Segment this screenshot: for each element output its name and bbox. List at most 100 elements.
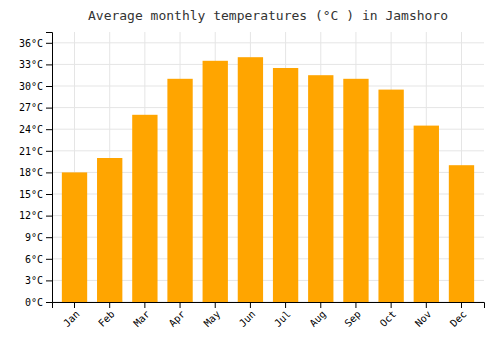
y-tick-label: 3°C <box>25 275 43 286</box>
bar <box>273 68 298 302</box>
y-tick-mark <box>46 64 52 65</box>
y-tick-label: 9°C <box>25 232 43 243</box>
y-tick-label: 12°C <box>19 210 43 221</box>
y-tick-mark <box>46 129 52 130</box>
x-tick-label: Aug <box>307 308 328 329</box>
x-tick-mark <box>355 302 356 308</box>
y-tick-mark <box>46 280 52 281</box>
x-tick-label: Jan <box>61 308 82 329</box>
x-axis: Jan Feb Mar Apr May Jun Jul Aug Sep Oct Nov Dec <box>53 302 485 329</box>
x-tick-label: May <box>202 308 223 329</box>
bar <box>97 158 122 302</box>
y-tick-label: 24°C <box>19 124 43 135</box>
x-tick-mark <box>461 302 462 308</box>
bar <box>62 172 87 302</box>
x-tick-label: Feb <box>96 308 117 329</box>
y-tick: 24°C <box>19 124 52 135</box>
y-tick: 6°C <box>25 254 52 265</box>
x-axis-line <box>53 303 485 309</box>
y-tick-mark <box>46 108 52 109</box>
chart: Jan Feb Mar Apr May Jun Jul Aug Sep Oct Nov Dec 0°C 3… <box>0 0 500 350</box>
y-tick-mark <box>46 151 52 152</box>
x-tick-mark <box>215 302 216 308</box>
x-tick-label: Jul <box>272 308 293 329</box>
grid-line <box>52 86 484 87</box>
bar <box>378 90 403 302</box>
x-tick: Jan <box>61 302 82 329</box>
x-tick-mark <box>180 302 181 308</box>
y-tick: 0°C <box>25 297 52 308</box>
grid-line <box>52 107 484 108</box>
x-tick-label: Sep <box>342 308 363 329</box>
grid-line <box>52 64 484 65</box>
x-tick-label: Nov <box>413 308 434 329</box>
y-tick: 36°C <box>19 38 52 49</box>
x-tick-mark <box>285 302 286 308</box>
x-tick: Feb <box>96 302 117 329</box>
x-tick-label: Dec <box>448 308 469 329</box>
y-tick-label: 36°C <box>19 38 43 49</box>
x-tick: Mar <box>131 302 152 329</box>
y-tick-mark <box>46 259 52 260</box>
title: Average monthly temperatures (°C ) in Ja… <box>88 8 448 23</box>
y-tick-label: 18°C <box>19 167 43 178</box>
y-tick: 3°C <box>25 275 52 286</box>
x-tick: May <box>202 302 223 329</box>
x-tick-label: Apr <box>167 308 188 329</box>
plot: Jan Feb Mar Apr May Jun Jul Aug Sep Oct Nov Dec 0°C 3… <box>19 32 485 329</box>
y-tick-label: 33°C <box>19 59 43 70</box>
y-tick-label: 30°C <box>19 81 43 92</box>
y-tick: 21°C <box>19 146 52 157</box>
x-tick-label: Jun <box>237 308 258 329</box>
bar <box>238 57 263 302</box>
y-tick-label: 0°C <box>25 297 43 308</box>
grid-line <box>52 42 484 43</box>
x-tick: Aug <box>307 302 328 329</box>
y-tick-label: 27°C <box>19 102 43 113</box>
bar <box>308 75 333 302</box>
bar <box>343 79 368 302</box>
x-tick: Nov <box>413 302 434 329</box>
y-tick: 27°C <box>19 102 52 113</box>
y-tick-mark <box>46 237 52 238</box>
x-tick-label: Oct <box>378 308 399 329</box>
x-tick-mark <box>426 302 427 308</box>
x-tick: Jun <box>237 302 258 329</box>
y-tick-mark <box>46 86 52 87</box>
y-tick-label: 21°C <box>19 146 43 157</box>
y-tick: 18°C <box>19 167 52 178</box>
y-tick: 9°C <box>25 232 52 243</box>
y-tick-mark <box>46 216 52 217</box>
x-tick-label: Mar <box>131 308 152 329</box>
x-tick: Dec <box>448 302 469 329</box>
x-tick-mark <box>74 302 75 308</box>
x-tick-mark <box>144 302 145 308</box>
y-tick: 12°C <box>19 210 52 221</box>
bar <box>167 79 192 302</box>
bar <box>449 165 474 302</box>
y-tick: 33°C <box>19 59 52 70</box>
y-axis: 0°C 3°C 6°C 9°C 12°C 15°C 18°C 21°C 24°C 27°C 30°C… <box>19 33 53 308</box>
bar <box>203 61 228 302</box>
y-axis-line <box>46 33 53 303</box>
x-tick: Apr <box>167 302 188 329</box>
bar <box>132 115 157 302</box>
y-tick: 30°C <box>19 81 52 92</box>
y-tick-mark <box>46 172 52 173</box>
x-tick-mark <box>391 302 392 308</box>
y-tick: 15°C <box>19 189 52 200</box>
grid <box>52 32 484 302</box>
y-tick-mark <box>46 302 52 303</box>
bars <box>62 57 474 302</box>
x-tick-mark <box>109 302 110 308</box>
bar <box>414 126 439 302</box>
y-tick-label: 15°C <box>19 189 43 200</box>
x-tick: Sep <box>342 302 363 329</box>
x-tick: Oct <box>378 302 399 329</box>
x-tick: Jul <box>272 302 293 329</box>
y-tick-label: 6°C <box>25 254 43 265</box>
x-tick-mark <box>320 302 321 308</box>
y-tick-mark <box>46 43 52 44</box>
x-tick-mark <box>250 302 251 308</box>
y-tick-mark <box>46 194 52 195</box>
